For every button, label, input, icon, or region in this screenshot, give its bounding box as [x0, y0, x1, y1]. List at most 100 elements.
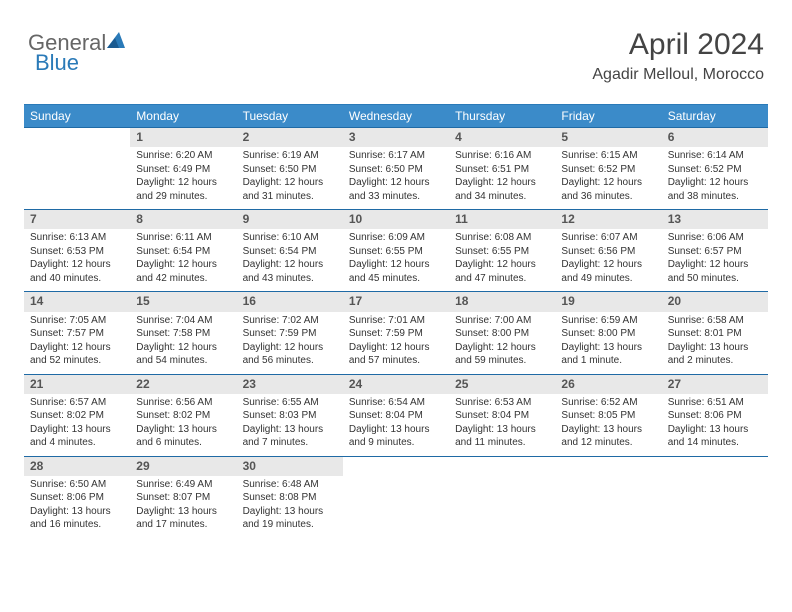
sunset-text: Sunset: 6:53 PM — [30, 245, 124, 259]
sunrise-text: Sunrise: 6:17 AM — [349, 149, 443, 163]
sunrise-text: Sunrise: 6:11 AM — [136, 231, 230, 245]
day-body: Sunrise: 6:57 AMSunset: 8:02 PMDaylight:… — [24, 394, 130, 456]
day-number: 10 — [343, 210, 449, 229]
day-number: 21 — [24, 375, 130, 394]
dow-cell: Tuesday — [237, 105, 343, 127]
day-number: 22 — [130, 375, 236, 394]
sunrise-text: Sunrise: 6:54 AM — [349, 396, 443, 410]
sunset-text: Sunset: 6:54 PM — [243, 245, 337, 259]
day-body: Sunrise: 6:11 AMSunset: 6:54 PMDaylight:… — [130, 229, 236, 291]
daylight-text: Daylight: 12 hours and 47 minutes. — [455, 258, 549, 285]
day-body: Sunrise: 7:05 AMSunset: 7:57 PMDaylight:… — [24, 312, 130, 374]
day-cell: 9Sunrise: 6:10 AMSunset: 6:54 PMDaylight… — [237, 210, 343, 291]
day-cell: 25Sunrise: 6:53 AMSunset: 8:04 PMDayligh… — [449, 375, 555, 456]
day-body: Sunrise: 6:15 AMSunset: 6:52 PMDaylight:… — [555, 147, 661, 209]
day-cell: 1Sunrise: 6:20 AMSunset: 6:49 PMDaylight… — [130, 128, 236, 209]
sunset-text: Sunset: 6:50 PM — [243, 163, 337, 177]
sunset-text: Sunset: 8:04 PM — [349, 409, 443, 423]
day-body: Sunrise: 6:10 AMSunset: 6:54 PMDaylight:… — [237, 229, 343, 291]
day-cell: 30Sunrise: 6:48 AMSunset: 8:08 PMDayligh… — [237, 457, 343, 538]
day-cell: 29Sunrise: 6:49 AMSunset: 8:07 PMDayligh… — [130, 457, 236, 538]
day-cell: 6Sunrise: 6:14 AMSunset: 6:52 PMDaylight… — [662, 128, 768, 209]
day-body: Sunrise: 6:16 AMSunset: 6:51 PMDaylight:… — [449, 147, 555, 209]
day-number: 9 — [237, 210, 343, 229]
sunset-text: Sunset: 6:52 PM — [668, 163, 762, 177]
sunset-text: Sunset: 8:06 PM — [30, 491, 124, 505]
sunset-text: Sunset: 7:58 PM — [136, 327, 230, 341]
sunset-text: Sunset: 8:07 PM — [136, 491, 230, 505]
sunset-text: Sunset: 8:06 PM — [668, 409, 762, 423]
daylight-text: Daylight: 12 hours and 49 minutes. — [561, 258, 655, 285]
sunrise-text: Sunrise: 7:00 AM — [455, 314, 549, 328]
day-body: Sunrise: 6:54 AMSunset: 8:04 PMDaylight:… — [343, 394, 449, 456]
calendar-grid: SundayMondayTuesdayWednesdayThursdayFrid… — [24, 104, 768, 538]
dow-cell: Wednesday — [343, 105, 449, 127]
title-block: April 2024 Agadir Melloul, Morocco — [592, 28, 764, 84]
day-body: Sunrise: 6:56 AMSunset: 8:02 PMDaylight:… — [130, 394, 236, 456]
day-cell — [343, 457, 449, 538]
day-number: 17 — [343, 292, 449, 311]
daylight-text: Daylight: 12 hours and 31 minutes. — [243, 176, 337, 203]
day-body: Sunrise: 6:14 AMSunset: 6:52 PMDaylight:… — [662, 147, 768, 209]
day-cell — [662, 457, 768, 538]
sunset-text: Sunset: 8:03 PM — [243, 409, 337, 423]
sunset-text: Sunset: 8:02 PM — [136, 409, 230, 423]
sunrise-text: Sunrise: 6:14 AM — [668, 149, 762, 163]
month-title: April 2024 — [592, 28, 764, 62]
day-cell: 15Sunrise: 7:04 AMSunset: 7:58 PMDayligh… — [130, 292, 236, 373]
day-cell: 12Sunrise: 6:07 AMSunset: 6:56 PMDayligh… — [555, 210, 661, 291]
day-cell: 24Sunrise: 6:54 AMSunset: 8:04 PMDayligh… — [343, 375, 449, 456]
sunset-text: Sunset: 7:59 PM — [243, 327, 337, 341]
day-body: Sunrise: 6:17 AMSunset: 6:50 PMDaylight:… — [343, 147, 449, 209]
sunrise-text: Sunrise: 7:02 AM — [243, 314, 337, 328]
dow-cell: Thursday — [449, 105, 555, 127]
sunset-text: Sunset: 8:00 PM — [561, 327, 655, 341]
day-body: Sunrise: 6:55 AMSunset: 8:03 PMDaylight:… — [237, 394, 343, 456]
day-number: 7 — [24, 210, 130, 229]
sunset-text: Sunset: 6:50 PM — [349, 163, 443, 177]
sunrise-text: Sunrise: 6:55 AM — [243, 396, 337, 410]
day-number: 11 — [449, 210, 555, 229]
daylight-text: Daylight: 12 hours and 36 minutes. — [561, 176, 655, 203]
day-cell: 11Sunrise: 6:08 AMSunset: 6:55 PMDayligh… — [449, 210, 555, 291]
sunrise-text: Sunrise: 6:09 AM — [349, 231, 443, 245]
day-cell: 10Sunrise: 6:09 AMSunset: 6:55 PMDayligh… — [343, 210, 449, 291]
sunset-text: Sunset: 8:02 PM — [30, 409, 124, 423]
day-cell: 8Sunrise: 6:11 AMSunset: 6:54 PMDaylight… — [130, 210, 236, 291]
day-number: 16 — [237, 292, 343, 311]
day-cell — [555, 457, 661, 538]
day-number: 19 — [555, 292, 661, 311]
day-cell: 13Sunrise: 6:06 AMSunset: 6:57 PMDayligh… — [662, 210, 768, 291]
week-row: 28Sunrise: 6:50 AMSunset: 8:06 PMDayligh… — [24, 456, 768, 538]
day-number: 4 — [449, 128, 555, 147]
sunset-text: Sunset: 6:49 PM — [136, 163, 230, 177]
sunrise-text: Sunrise: 6:49 AM — [136, 478, 230, 492]
day-body: Sunrise: 6:08 AMSunset: 6:55 PMDaylight:… — [449, 229, 555, 291]
sunrise-text: Sunrise: 6:08 AM — [455, 231, 549, 245]
sunrise-text: Sunrise: 6:19 AM — [243, 149, 337, 163]
day-cell: 3Sunrise: 6:17 AMSunset: 6:50 PMDaylight… — [343, 128, 449, 209]
day-number: 23 — [237, 375, 343, 394]
daylight-text: Daylight: 12 hours and 43 minutes. — [243, 258, 337, 285]
day-cell: 19Sunrise: 6:59 AMSunset: 8:00 PMDayligh… — [555, 292, 661, 373]
week-row: 1Sunrise: 6:20 AMSunset: 6:49 PMDaylight… — [24, 127, 768, 209]
sunset-text: Sunset: 7:57 PM — [30, 327, 124, 341]
day-body: Sunrise: 6:48 AMSunset: 8:08 PMDaylight:… — [237, 476, 343, 538]
day-body: Sunrise: 6:06 AMSunset: 6:57 PMDaylight:… — [662, 229, 768, 291]
day-cell: 2Sunrise: 6:19 AMSunset: 6:50 PMDaylight… — [237, 128, 343, 209]
week-row: 21Sunrise: 6:57 AMSunset: 8:02 PMDayligh… — [24, 374, 768, 456]
daylight-text: Daylight: 13 hours and 9 minutes. — [349, 423, 443, 450]
day-body: Sunrise: 6:52 AMSunset: 8:05 PMDaylight:… — [555, 394, 661, 456]
week-row: 14Sunrise: 7:05 AMSunset: 7:57 PMDayligh… — [24, 291, 768, 373]
sunrise-text: Sunrise: 6:58 AM — [668, 314, 762, 328]
day-cell: 27Sunrise: 6:51 AMSunset: 8:06 PMDayligh… — [662, 375, 768, 456]
dow-header-row: SundayMondayTuesdayWednesdayThursdayFrid… — [24, 105, 768, 127]
sunrise-text: Sunrise: 6:06 AM — [668, 231, 762, 245]
sunrise-text: Sunrise: 6:51 AM — [668, 396, 762, 410]
sunrise-text: Sunrise: 6:13 AM — [30, 231, 124, 245]
sunset-text: Sunset: 6:52 PM — [561, 163, 655, 177]
daylight-text: Daylight: 13 hours and 14 minutes. — [668, 423, 762, 450]
dow-cell: Sunday — [24, 105, 130, 127]
day-cell: 4Sunrise: 6:16 AMSunset: 6:51 PMDaylight… — [449, 128, 555, 209]
daylight-text: Daylight: 12 hours and 29 minutes. — [136, 176, 230, 203]
